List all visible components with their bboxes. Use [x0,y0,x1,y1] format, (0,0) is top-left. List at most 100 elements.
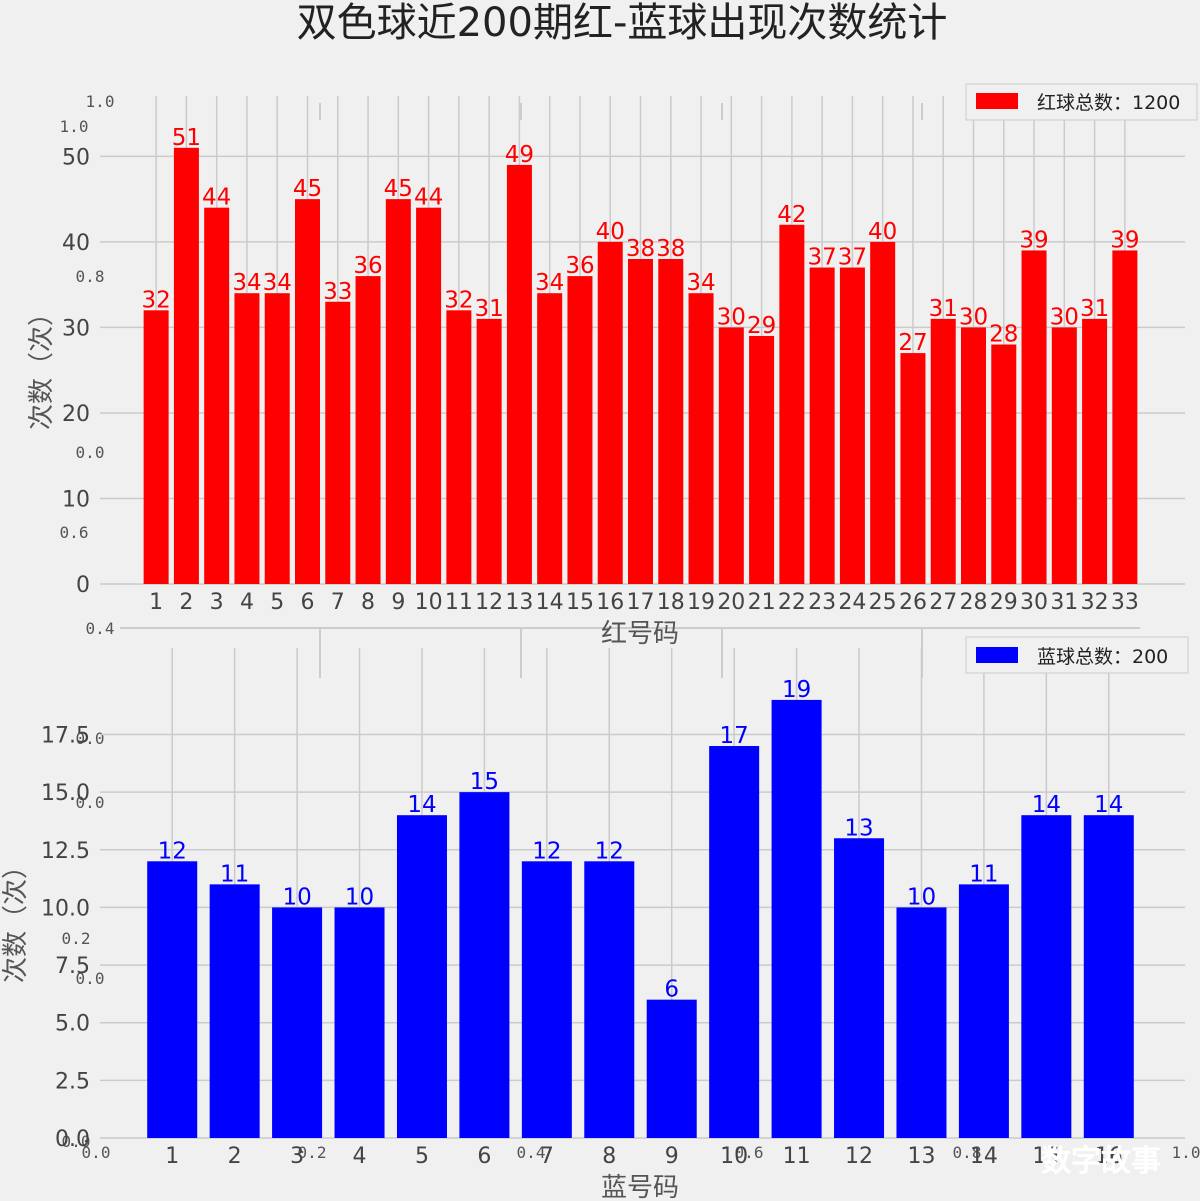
red-x-tick-label: 27 [929,590,957,615]
red-x-tick-label: 7 [331,590,345,615]
blue-bar [896,907,947,1138]
background-y-tick: 0.6 [60,523,89,542]
red-bar [143,310,169,584]
red-bar [234,293,260,584]
red-bar-value-label: 28 [989,322,1018,348]
blue-y-tick-label: 12.5 [41,839,90,864]
red-bar [900,353,926,584]
blue-bar-value-label: 6 [664,977,679,1003]
blue-bar-value-label: 12 [532,838,561,864]
red-bar [688,293,714,584]
red-x-tick-label: 31 [1050,590,1078,615]
blue-y-tick-label: 10.0 [41,896,90,921]
blue-bar-value-label: 11 [969,861,998,887]
red-bar-value-label: 38 [626,236,655,262]
blue-x-tick-label: 7 [540,1144,554,1169]
red-legend-label: 红球总数：1200 [1037,92,1180,114]
red-x-tick-label: 33 [1111,590,1139,615]
red-x-tick-label: 17 [627,590,655,615]
background-y-tick: 0.0 [76,969,105,988]
watermark: 数字故事 [1041,1144,1161,1179]
blue-bar-value-label: 13 [844,815,873,841]
red-bar [567,276,593,584]
background-y-tick: 0.8 [76,267,105,286]
red-bar-value-label: 30 [1050,304,1079,330]
blue-x-axis-label: 蓝号码 [601,1173,679,1201]
blue-bar [1083,815,1134,1138]
blue-bar-value-label: 10 [282,884,311,910]
red-bar-value-label: 39 [1110,227,1139,253]
red-bar-value-label: 33 [323,279,352,305]
red-bar [506,164,532,584]
red-bar [749,335,775,584]
red-bar-value-label: 40 [868,219,897,245]
red-bar-value-label: 49 [505,142,534,168]
red-bar [264,293,290,584]
blue-x-tick-label: 1 [165,1144,179,1169]
red-x-tick-label: 15 [566,590,594,615]
red-x-tick-label: 10 [415,590,443,615]
red-x-tick-label: 8 [361,590,375,615]
blue-y-axis-label: 次数（次） [1,853,31,983]
blue-bar-value-label: 14 [1032,792,1061,818]
blue-x-tick-label: 9 [665,1144,679,1169]
red-bar-value-label: 31 [474,296,503,322]
red-y-tick-label: 20 [62,402,90,427]
blue-bar [958,884,1009,1138]
blue-x-tick-label: 5 [415,1144,429,1169]
red-bar [295,199,320,585]
red-bar [628,258,653,584]
blue-bar [272,907,323,1138]
blue-legend: 蓝球总数：200 [965,636,1189,674]
background-x-tick: 1.0 [1172,1143,1200,1162]
background-x-tick: 0.6 [735,1143,764,1162]
red-x-tick-label: 26 [899,590,927,615]
background-x-tick: 0.4 [517,1143,546,1162]
red-bar [839,267,865,584]
red-bar [355,276,381,584]
red-bar [658,258,684,584]
red-bar-value-label: 30 [717,304,746,330]
red-x-tick-label: 16 [596,590,624,615]
blue-x-tick-label: 11 [783,1144,811,1169]
chart-title: 双色球近200期红-蓝球出现次数统计 [297,0,948,46]
red-legend-swatch [976,93,1018,109]
background-x-tick: 0.8 [953,1143,982,1162]
red-x-tick-label: 23 [808,590,836,615]
red-y-tick-label: 50 [62,145,90,170]
red-x-tick-label: 20 [717,590,745,615]
background-y-tick: 0.0 [76,443,105,462]
red-y-axis-label: 次数（次） [27,300,57,430]
background-x-tick: 0.2 [298,1143,327,1162]
red-bar [1021,250,1047,585]
red-bar-value-label: 32 [141,287,170,313]
background-y-tick: 0.0 [76,793,105,812]
blue-bar [396,815,447,1138]
red-bar [1051,327,1077,584]
blue-bar-value-label: 15 [470,769,499,795]
blue-x-tick-label: 10 [720,1144,748,1169]
red-bar-value-label: 37 [838,245,867,271]
blue-y-tick-label: 5.0 [55,1012,90,1037]
red-x-tick-label: 12 [475,590,503,615]
background-y-tick: 1.0 [60,117,89,136]
red-bar-value-label: 39 [1019,227,1048,253]
background-y-tick: 0.0 [76,729,105,748]
red-x-tick-label: 22 [778,590,806,615]
red-bar-value-label: 34 [535,270,564,296]
red-x-tick-label: 29 [990,590,1018,615]
blue-bar-value-label: 14 [1094,792,1123,818]
blue-bar [521,861,572,1138]
red-bar [416,207,442,584]
blue-x-tick-label: 8 [602,1144,616,1169]
red-bar [870,241,896,584]
red-bar-value-label: 51 [172,125,201,151]
background-y-tick: 0.0 [62,1132,91,1151]
red-bar-value-label: 44 [202,185,231,211]
red-bar [718,327,744,584]
blue-y-tick-label: 7.5 [55,954,90,979]
red-bar-value-label: 44 [414,185,443,211]
red-x-tick-label: 5 [270,590,284,615]
red-bar [779,224,805,585]
blue-y-tick-label: 0.0 [55,1127,90,1152]
